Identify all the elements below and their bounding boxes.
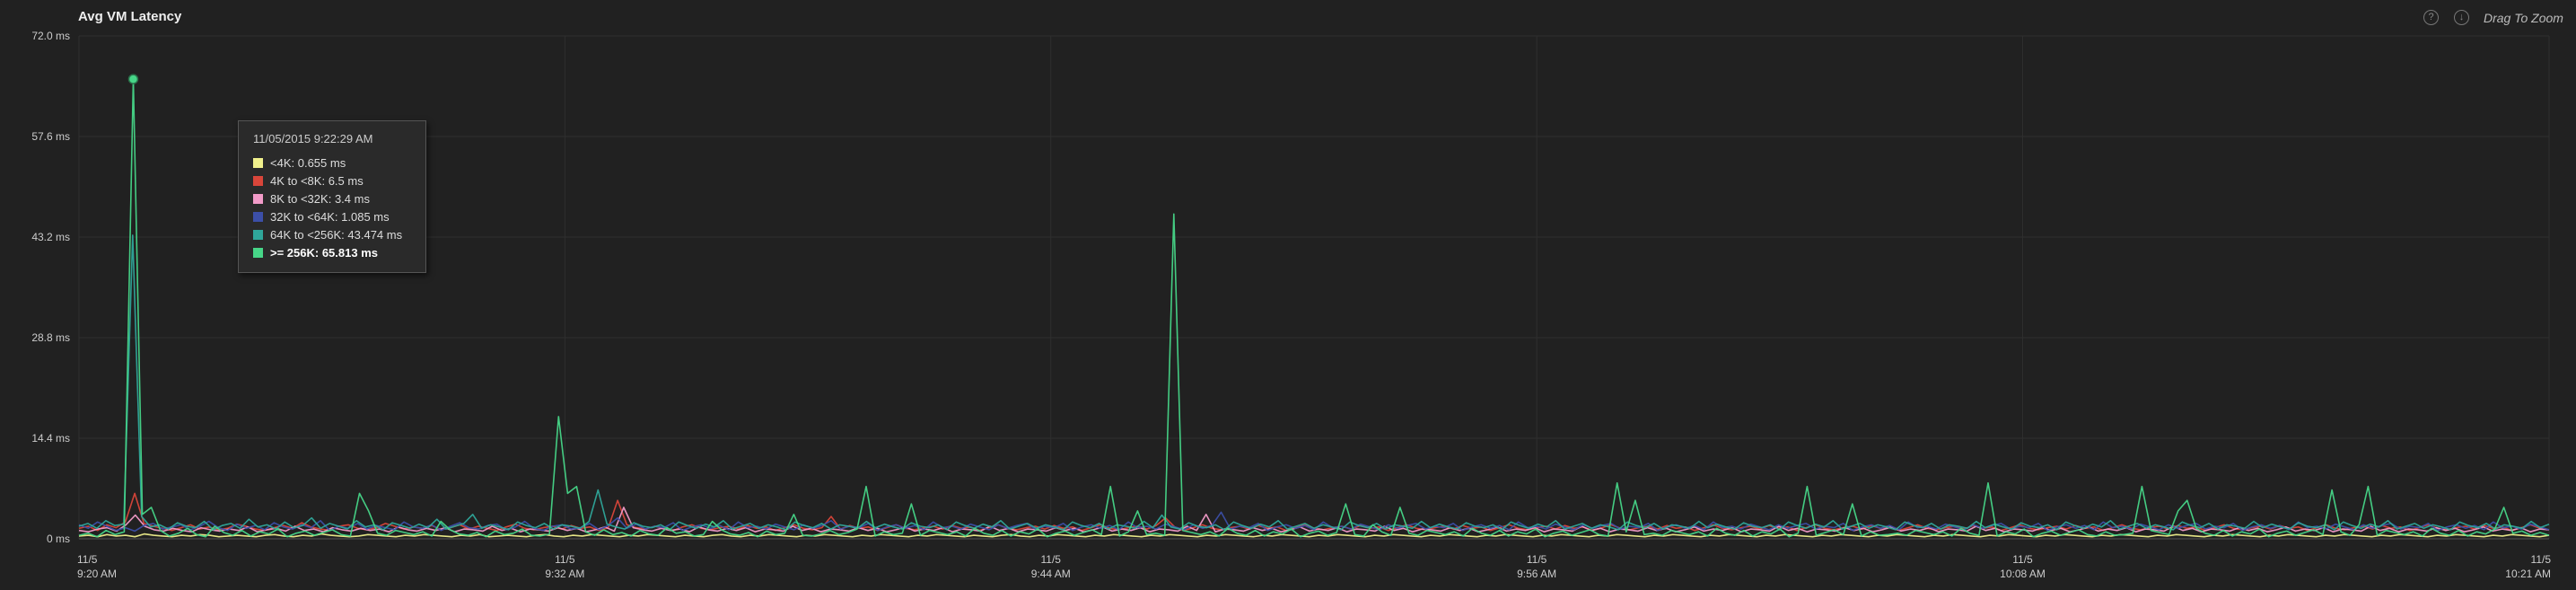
tooltip-label: 8K to <32K: bbox=[270, 192, 332, 206]
tooltip-row: <4K: 0.655 ms bbox=[253, 154, 425, 172]
y-tick-label: 57.6 ms bbox=[31, 130, 70, 143]
tooltip-swatch bbox=[253, 194, 263, 204]
tooltip-row: 4K to <8K: 6.5 ms bbox=[253, 172, 425, 190]
x-tick-date: 11/5 bbox=[1527, 553, 1547, 566]
tooltip-label: 64K to <256K: bbox=[270, 228, 345, 242]
y-tick-label: 0 ms bbox=[47, 533, 70, 545]
tooltip-rows: <4K: 0.655 ms 4K to <8K: 6.5 ms 8K to <32K… bbox=[253, 154, 425, 262]
hover-marker bbox=[127, 74, 139, 84]
tooltip-value: 6.5 ms bbox=[328, 174, 364, 188]
hover-point bbox=[127, 74, 139, 84]
grid bbox=[78, 35, 2550, 540]
tooltip-swatch bbox=[253, 248, 263, 258]
series-line-0 bbox=[78, 533, 2550, 538]
x-tick-date: 11/5 bbox=[555, 553, 575, 566]
tooltip-time: 11/05/2015 9:22:29 AM bbox=[253, 132, 373, 145]
y-tick-label: 72.0 ms bbox=[31, 30, 70, 42]
series-lines bbox=[78, 78, 2550, 538]
tooltip: 11/05/2015 9:22:29 AM <4K: 0.655 ms 4K to… bbox=[238, 120, 426, 273]
tooltip-label: >= 256K: bbox=[270, 246, 320, 260]
y-axis: 72.0 ms 57.6 ms 43.2 ms 28.8 ms 14.4 ms 0 ms bbox=[31, 30, 70, 545]
tooltip-row: >= 256K: 65.813 ms bbox=[253, 244, 425, 262]
x-tick-time: 10:21 AM bbox=[2505, 568, 2551, 580]
x-tick-date: 11/5 bbox=[77, 553, 98, 566]
tooltip-swatch bbox=[253, 212, 263, 222]
tooltip-value: 0.655 ms bbox=[297, 156, 346, 170]
x-tick-time: 9:56 AM bbox=[1517, 568, 1556, 580]
tooltip-swatch bbox=[253, 176, 263, 186]
tooltip-value: 1.085 ms bbox=[341, 210, 390, 224]
download-icon[interactable]: ↓ bbox=[2454, 10, 2469, 25]
tooltip-swatch bbox=[253, 230, 263, 240]
x-tick-date: 11/5 bbox=[2531, 553, 2552, 566]
y-tick-label: 14.4 ms bbox=[31, 432, 70, 445]
tooltip-row: 64K to <256K: 43.474 ms bbox=[253, 226, 425, 244]
tooltip-swatch bbox=[253, 158, 263, 168]
tooltip-row: 8K to <32K: 3.4 ms bbox=[253, 190, 425, 208]
x-tick-date: 11/5 bbox=[2012, 553, 2033, 566]
series-line-5 bbox=[78, 78, 2550, 538]
tooltip-value: 65.813 ms bbox=[321, 246, 378, 260]
tooltip-label: 32K to <64K: bbox=[270, 210, 338, 224]
x-tick-time: 9:32 AM bbox=[545, 568, 584, 580]
x-tick-date: 11/5 bbox=[1041, 553, 1062, 566]
x-tick-time: 10:08 AM bbox=[2000, 568, 2046, 580]
y-tick-label: 28.8 ms bbox=[31, 331, 70, 344]
tooltip-row: 32K to <64K: 1.085 ms bbox=[253, 208, 425, 226]
x-tick-time: 9:44 AM bbox=[1031, 568, 1071, 580]
x-axis: 11/5 9:20 AM 11/5 9:32 AM 11/5 9:44 AM 11/5 9:5… bbox=[77, 553, 2551, 580]
tooltip-label: <4K: bbox=[270, 156, 295, 170]
drag-to-zoom-hint: Drag To Zoom bbox=[2484, 11, 2563, 25]
help-icon[interactable]: ? bbox=[2423, 10, 2439, 25]
tooltip-value: 3.4 ms bbox=[334, 192, 370, 206]
tooltip-value: 43.474 ms bbox=[347, 228, 403, 242]
tooltip-label: 4K to <8K: bbox=[270, 174, 326, 188]
y-tick-label: 43.2 ms bbox=[31, 231, 70, 243]
x-tick-time: 9:20 AM bbox=[77, 568, 117, 580]
chart-title: Avg VM Latency bbox=[78, 9, 182, 24]
series-line-4 bbox=[78, 234, 2550, 531]
